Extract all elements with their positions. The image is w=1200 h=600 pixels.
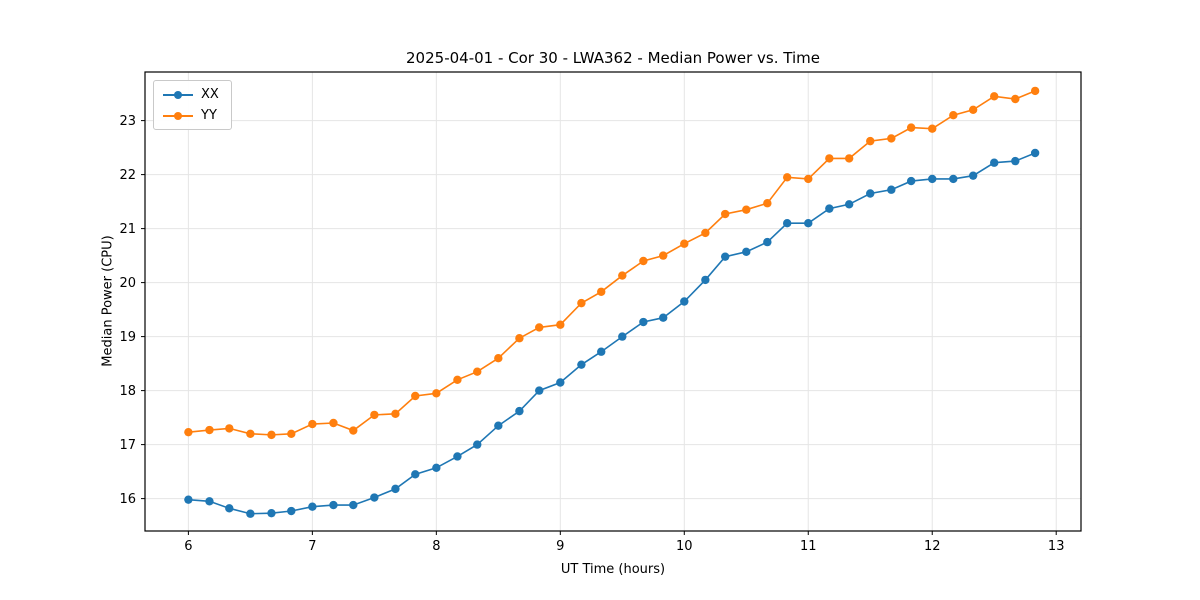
y-tick-label: 19 [119,330,136,345]
x-tick-label: 8 [432,539,440,554]
grid-lines [145,72,1081,531]
y-axis-label: Median Power (CPU) [100,235,116,367]
x-tick-label: 10 [676,539,693,554]
legend: XX YY [153,80,232,130]
axes-frame [144,71,1082,532]
x-tick-label: 9 [556,539,564,554]
legend-label: YY [201,108,217,123]
y-tick-label: 16 [119,492,136,507]
y-tick-label: 21 [119,222,136,237]
legend-label: XX [201,87,219,102]
y-tick-label: 20 [119,276,136,291]
x-tick-label: 13 [1048,539,1065,554]
x-axis-label: UT Time (hours) [560,562,666,577]
series-XX [184,148,1040,518]
x-tick-label: 7 [308,539,316,554]
x-tick-label: 6 [184,539,192,554]
legend-marker-icon [163,90,193,100]
legend-item-XX: XX [163,87,219,102]
x-tick-label: 11 [800,539,817,554]
tick-labels: 6 7 8 9 10 11 12 13 16 17 18 19 20 21 22 23 [119,114,1064,554]
y-tick-label: 17 [119,438,136,453]
legend-marker-icon [163,111,193,121]
chart-title: 2025-04-01 - Cor 30 - LWA362 - Median Po… [406,49,820,67]
x-tick-label: 12 [924,539,941,554]
y-tick-label: 18 [119,384,136,399]
series-YY [184,86,1040,440]
y-tick-label: 23 [119,114,136,129]
legend-item-YY: YY [163,108,219,123]
y-tick-label: 22 [119,168,136,183]
